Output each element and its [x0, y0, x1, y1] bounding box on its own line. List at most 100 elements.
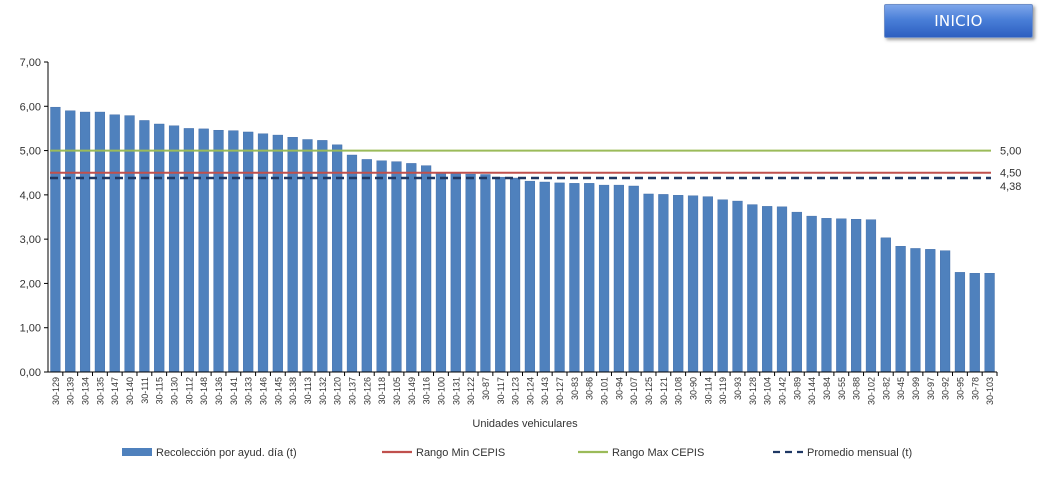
legend-label: Rango Max CEPIS [612, 447, 704, 459]
x-tick-label: 30-126 [362, 377, 372, 405]
x-tick-label: 30-140 [125, 377, 135, 405]
bar-30-90 [687, 195, 699, 373]
y-tick-label: 3,00 [20, 234, 41, 246]
x-tick-label: 30-121 [659, 377, 669, 405]
legend-label: Promedio mensual (t) [807, 447, 912, 459]
y-tick-label: 4,00 [20, 190, 41, 202]
x-tick-label: 30-120 [333, 377, 343, 405]
x-tick-label: 30-115 [155, 377, 165, 404]
x-tick-label: 30-137 [347, 377, 357, 405]
x-tick-label: 30-147 [110, 377, 120, 405]
x-tick-label: 30-128 [748, 377, 758, 405]
x-tick-label: 30-114 [703, 377, 713, 404]
bar-30-104 [762, 206, 773, 373]
bar-30-115 [154, 123, 165, 373]
bar-30-133 [243, 131, 254, 373]
bar-30-121 [658, 194, 669, 373]
bar-30-145 [272, 134, 283, 373]
bar-30-114 [702, 196, 713, 373]
bar-30-137 [346, 154, 358, 373]
bar-30-102 [865, 219, 877, 373]
x-tick-label: 30-105 [392, 377, 402, 405]
x-tick-label: 30-97 [926, 377, 936, 400]
bar-30-126 [361, 159, 372, 373]
x-tick-label: 30-130 [170, 377, 180, 405]
x-tick-label: 30-143 [540, 377, 550, 405]
legend: Recolección por ayud. día (t) Rango Min C… [122, 447, 912, 459]
bar-30-105 [391, 161, 402, 373]
x-tick-label: 30-117 [496, 377, 506, 404]
x-tick-label: 30-99 [911, 377, 921, 400]
x-tick-label: 30-118 [377, 377, 387, 404]
line-value-label: 4,38 [1000, 181, 1021, 193]
x-tick-label: 30-132 [318, 377, 328, 405]
bar-30-148 [198, 128, 209, 373]
bar-30-128 [747, 204, 758, 373]
x-axis-title: Unidades vehiculares [472, 418, 578, 430]
y-tick-label: 7,00 [20, 57, 41, 69]
x-tick-label: 30-86 [585, 377, 595, 400]
bar-30-89 [791, 211, 802, 373]
inicio-button[interactable]: INICIO [884, 4, 1033, 38]
bar-30-113 [302, 139, 313, 373]
x-tick-label: 30-82 [881, 377, 891, 400]
x-tick-label: 30-112 [184, 377, 194, 404]
bar-30-78 [969, 273, 980, 373]
bar-30-119 [717, 199, 728, 373]
x-tick-label: 30-78 [970, 377, 980, 400]
bar-30-94 [613, 184, 624, 373]
bar-30-147 [109, 114, 120, 373]
x-tick-label: 30-107 [629, 377, 639, 405]
bar-30-127 [554, 182, 565, 373]
y-tick-label: 5,00 [20, 146, 41, 158]
bar-30-83 [569, 183, 580, 373]
bar-30-93 [732, 200, 743, 373]
bar-30-87 [480, 174, 491, 373]
x-tick-label: 30-89 [792, 377, 802, 400]
y-tick-label: 2,00 [20, 278, 41, 290]
bar-30-111 [139, 120, 150, 373]
x-tick-label: 30-131 [451, 377, 461, 405]
bars [50, 106, 995, 373]
x-tick-label: 30-95 [955, 377, 965, 400]
bar-30-118 [376, 160, 387, 373]
legend-label: Recolección por ayud. día (t) [156, 447, 297, 459]
x-tick-label: 30-100 [436, 377, 446, 405]
reference-lines: 4,50 5,00 4,38 [50, 146, 1021, 193]
line-value-label: 4,50 [1000, 168, 1021, 180]
bar-30-112 [183, 128, 194, 373]
x-tick-label: 30-111 [140, 377, 150, 404]
bar-30-130 [168, 125, 180, 373]
bar-30-136 [213, 129, 224, 373]
x-tick-label: 30-129 [51, 377, 61, 405]
x-tick-label: 30-146 [259, 377, 269, 405]
line-value-label: 5,00 [1000, 146, 1021, 158]
x-tick-label: 30-139 [66, 377, 76, 405]
bar-30-107 [628, 185, 639, 373]
x-tick-label: 30-101 [600, 377, 610, 405]
bar-30-141 [228, 130, 239, 373]
x-tick-label: 30-133 [244, 377, 254, 405]
x-tick-label: 30-144 [807, 377, 817, 405]
bar-30-45 [895, 246, 906, 373]
y-tick-label: 6,00 [20, 101, 41, 113]
bar-30-122 [465, 173, 476, 373]
bar-30-116 [421, 165, 432, 373]
x-tick-label: 30-90 [689, 377, 699, 400]
x-tick-label: 30-125 [644, 377, 654, 405]
x-tick-label: 30-55 [837, 377, 847, 400]
x-tick-label: 30-148 [199, 377, 209, 405]
x-tick-label: 30-87 [481, 377, 491, 400]
x-tick-label: 30-108 [674, 377, 684, 405]
x-tick-label: 30-83 [570, 377, 580, 400]
bar-30-129 [50, 106, 61, 373]
bar-30-82 [880, 237, 891, 373]
bar-30-108 [673, 195, 684, 373]
x-tick-label: 30-136 [214, 377, 224, 405]
bar-30-88 [851, 219, 862, 373]
x-tick-label: 30-134 [81, 377, 91, 405]
bar-30-124 [524, 180, 536, 373]
bar-30-97 [925, 249, 936, 373]
x-tick-label: 30-122 [466, 377, 476, 405]
